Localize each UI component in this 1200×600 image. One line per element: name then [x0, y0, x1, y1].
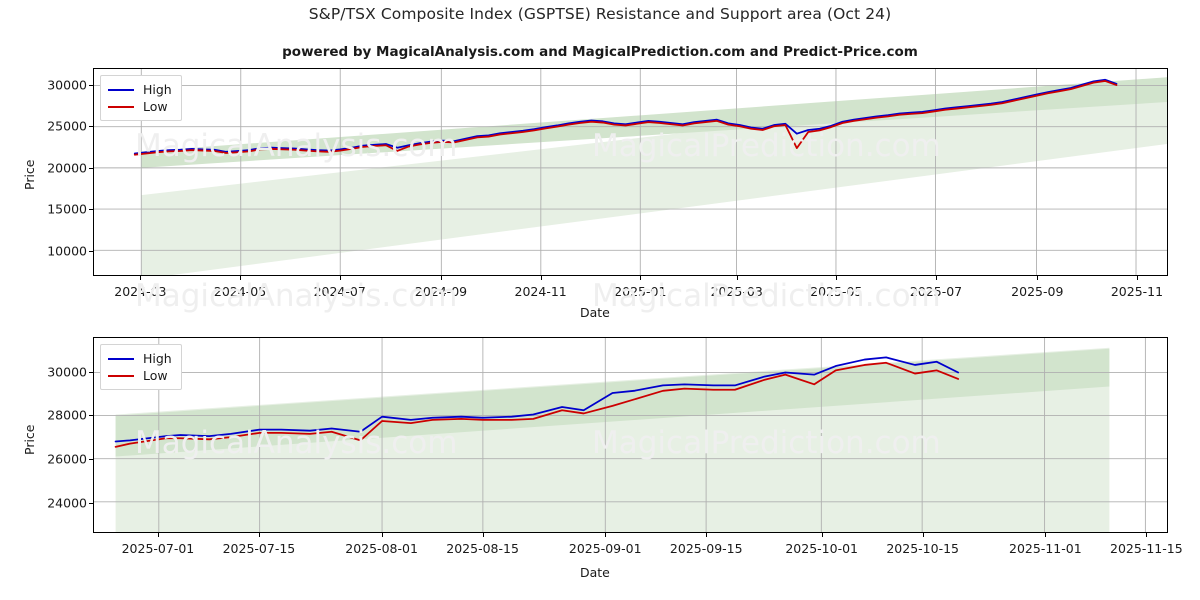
series-line-low: [114, 361, 960, 448]
x-tick-label: 2025-07: [909, 284, 963, 299]
x-tick-mark: [258, 533, 260, 537]
series-line-low: [133, 80, 1118, 156]
page-subtitle: powered by MagicalAnalysis.com and Magic…: [282, 44, 918, 60]
watermark-text: MagicalAnalysis.com: [135, 278, 458, 314]
x-tick-label: 2025-09: [1011, 284, 1064, 299]
x-tick-label: 2025-07-15: [222, 541, 296, 556]
y-tick-mark: [89, 251, 93, 253]
bottom-chart-canvas: [94, 338, 1167, 532]
legend-label-low: Low: [143, 99, 168, 114]
x-tick-mark: [640, 276, 642, 280]
x-tick-label: 2025-07-01: [121, 541, 195, 556]
top-chart-legend: High Low: [100, 75, 182, 121]
x-tick-label: 2025-09-15: [669, 541, 743, 556]
top-chart-canvas: [94, 69, 1167, 275]
y-tick-label: 20000: [47, 160, 87, 176]
x-tick-mark: [821, 533, 823, 537]
series-line-high: [133, 78, 1118, 155]
x-tick-mark: [140, 276, 142, 280]
x-tick-label: 2025-10-15: [886, 541, 960, 556]
bottom-chart-xlabel: Date: [580, 565, 610, 580]
legend-label-high: High: [143, 351, 172, 366]
y-tick-label: 28000: [47, 407, 87, 423]
x-tick-label: 2025-03: [710, 284, 763, 299]
x-tick-mark: [240, 276, 242, 280]
y-tick-mark: [89, 167, 93, 169]
legend-swatch-low: [108, 374, 134, 377]
y-tick-label: 15000: [47, 201, 87, 217]
top-chart-xlabel: Date: [580, 305, 610, 320]
x-tick-mark: [836, 276, 838, 280]
x-tick-mark: [381, 533, 383, 537]
bottom-chart-panel: [93, 337, 1168, 533]
legend-item-high: High: [108, 350, 172, 367]
x-tick-label: 2025-11-01: [1009, 541, 1082, 556]
x-tick-mark: [922, 533, 924, 537]
x-tick-mark: [440, 276, 442, 280]
series-line-high: [114, 356, 960, 443]
y-tick-mark: [89, 371, 93, 373]
x-tick-label: 2025-08-01: [345, 541, 418, 556]
x-tick-mark: [540, 276, 542, 280]
y-tick-label: 10000: [47, 243, 87, 259]
x-tick-mark: [339, 276, 341, 280]
y-tick-mark: [89, 502, 93, 504]
page-title: S&P/TSX Composite Index (GSPTSE) Resista…: [308, 5, 892, 23]
x-tick-label: 2025-09-01: [568, 541, 642, 556]
x-tick-label: 2025-08-15: [446, 541, 519, 556]
x-tick-mark: [157, 533, 159, 537]
legend-swatch-high: [108, 357, 134, 360]
y-tick-label: 26000: [47, 451, 87, 467]
bottom-chart-legend: High Low: [100, 344, 182, 390]
x-tick-label: 2025-10-01: [785, 541, 859, 556]
legend-swatch-high: [108, 88, 134, 91]
y-tick-mark: [89, 458, 93, 460]
y-tick-mark: [89, 84, 93, 86]
legend-item-low: Low: [108, 98, 172, 115]
x-tick-mark: [1146, 533, 1148, 537]
x-tick-mark: [605, 533, 607, 537]
bottom-chart-plot-area: [93, 337, 1168, 533]
y-tick-label: 24000: [47, 495, 87, 510]
y-tick-mark: [89, 209, 93, 211]
x-tick-label: 2024-11: [514, 284, 567, 299]
top-chart-ylabel: Price: [22, 159, 37, 191]
x-tick-mark: [936, 276, 937, 280]
x-tick-label: 2024-05: [213, 284, 267, 299]
x-tick-mark: [736, 276, 738, 280]
x-tick-mark: [1037, 276, 1039, 280]
x-tick-label: 2025-05: [810, 284, 863, 299]
x-tick-mark: [706, 533, 708, 537]
x-tick-label: 2025-11: [1110, 284, 1164, 299]
legend-item-high: High: [108, 81, 172, 98]
x-tick-label: 2024-07: [313, 284, 366, 299]
x-tick-label: 2024-03: [114, 284, 167, 299]
y-tick-mark: [89, 415, 93, 417]
bottom-chart-ylabel: Price: [22, 424, 37, 456]
x-tick-mark: [482, 533, 484, 537]
x-tick-label: 2025-01: [614, 284, 667, 299]
x-tick-label: 2025-11-15: [1110, 541, 1183, 556]
x-tick-label: 2024-09: [414, 284, 468, 299]
legend-item-low: Low: [108, 367, 172, 384]
legend-swatch-low: [108, 105, 134, 108]
y-tick-label: 25000: [47, 118, 87, 134]
top-chart-plot-area: [93, 68, 1168, 276]
y-tick-label: 30000: [47, 364, 87, 380]
legend-label-high: High: [143, 82, 172, 97]
top-chart-panel: [93, 68, 1168, 276]
x-tick-mark: [1136, 276, 1138, 280]
y-tick-mark: [89, 126, 93, 128]
x-tick-mark: [1045, 533, 1047, 537]
y-tick-label: 30000: [47, 77, 87, 93]
legend-label-low: Low: [143, 368, 168, 383]
